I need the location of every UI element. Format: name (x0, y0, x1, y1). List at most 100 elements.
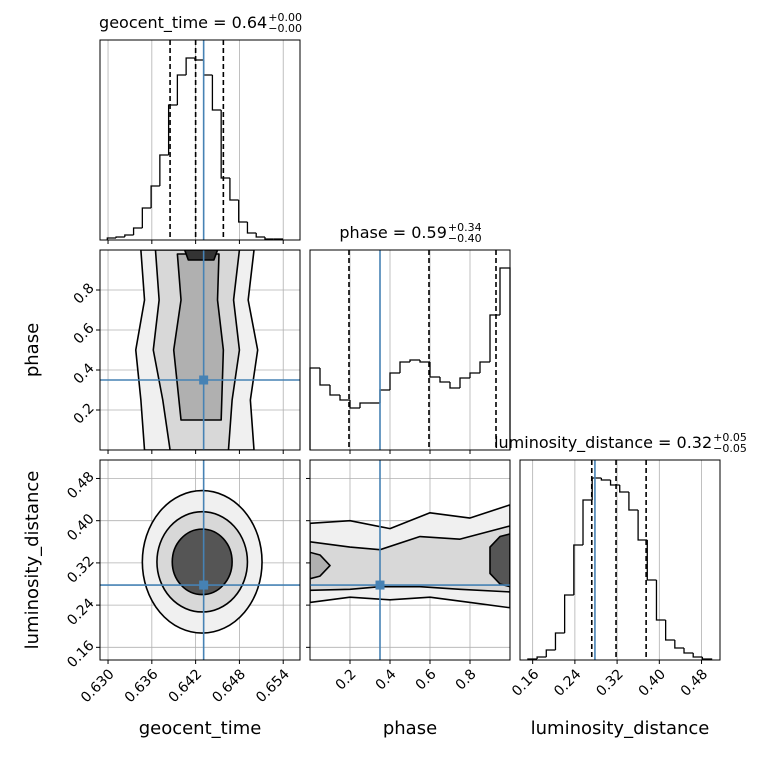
hist-bin (489, 314, 500, 362)
x-tick-label: 0.2 (333, 666, 360, 693)
x-tick-label: 0.40 (636, 666, 669, 699)
hist-bin (646, 540, 657, 581)
hist-bin (449, 382, 460, 389)
hist-bin (637, 510, 648, 541)
hist-bin (329, 385, 340, 396)
hist-bin (545, 649, 556, 657)
x-tick-label: 0.6 (413, 666, 440, 693)
hist-bin (692, 653, 703, 658)
hist-bin (683, 648, 694, 654)
panel-title: geocent_time = 0.64 (99, 13, 267, 33)
hist-bin (159, 154, 169, 186)
panel-frame (99, 249, 301, 451)
x-tick-label: 0.24 (551, 666, 584, 699)
x-axis-label: geocent_time (139, 718, 262, 739)
hist-bin (309, 367, 320, 450)
y-axis-label: phase (22, 323, 43, 377)
panel: 0.630 0.636 0.642 0.648 0.654 0.16 0.24 0.32 0.4… (22, 459, 301, 739)
x-axis-label: phase (383, 718, 437, 739)
hist-bin (655, 580, 666, 621)
hist-bin (167, 104, 178, 155)
hist-bin (563, 594, 574, 633)
x-tick-label: 0.642 (166, 666, 206, 706)
x-tick-label: 0.32 (593, 666, 626, 699)
hist-bin (238, 200, 248, 223)
hist-bin (479, 361, 490, 373)
hist-bin (185, 57, 195, 75)
hist-bin (600, 478, 611, 481)
title-lower: −0.05 (713, 442, 747, 455)
hist-bin (115, 236, 125, 238)
panel: 0.2 0.4 0.6 0.8 phase (306, 459, 511, 739)
contour (489, 533, 510, 588)
hist-bin (664, 620, 675, 641)
hist-bin (349, 400, 360, 409)
panel-frame (309, 249, 511, 451)
panel: 0.16 0.24 0.32 0.40 0.48 luminosity_distance l… (494, 431, 747, 739)
hist-bin (379, 389, 390, 403)
x-tick-label: 0.630 (78, 666, 118, 706)
contours (310, 504, 510, 609)
y-tick-label: 0.24 (64, 595, 97, 628)
hist-bin (499, 267, 511, 450)
panel-title: phase = 0.59 (339, 223, 446, 242)
hist-bin (124, 234, 134, 237)
contour (171, 528, 233, 596)
y-tick-label: 0.4 (71, 360, 98, 387)
hist-bin (319, 368, 330, 386)
y-tick-label: 0.2 (71, 400, 98, 427)
title-lower: −0.00 (268, 22, 302, 35)
truth-marker (375, 580, 385, 590)
hist-bin (609, 480, 620, 486)
x-axis-label: luminosity_distance (531, 718, 710, 739)
hist-bin (132, 227, 143, 235)
hist-bin (106, 237, 117, 240)
hist-bin (220, 110, 230, 179)
title-upper: +0.34 (448, 221, 482, 234)
hist-bin (419, 360, 430, 363)
panel-frame (309, 459, 511, 661)
contour (172, 253, 225, 421)
x-tick-label: 0.16 (509, 666, 542, 699)
contour (183, 250, 219, 261)
x-tick-label: 0.4 (373, 666, 400, 693)
hist-bin (459, 377, 470, 388)
y-tick-label: 0.8 (71, 280, 98, 307)
y-axis-label: luminosity_distance (22, 471, 43, 650)
hist-bin (429, 362, 440, 378)
hist-bin (203, 60, 213, 76)
hist-bin (628, 492, 639, 511)
hist-bin (389, 372, 400, 390)
x-tick-label: 0.636 (122, 666, 162, 706)
panel-title: luminosity_distance = 0.32 (494, 433, 712, 453)
x-tick-label: 0.48 (678, 666, 711, 699)
hist-bin (674, 640, 685, 649)
hist-bin (399, 361, 410, 373)
hist-bin (591, 477, 602, 500)
y-tick-label: 0.6 (71, 320, 98, 347)
truth-marker (199, 580, 209, 590)
hist-bin (536, 656, 547, 659)
panel: 0.2 0.4 0.6 0.8 phase (22, 249, 301, 454)
title-upper: +0.05 (713, 431, 747, 444)
title-lower: −0.40 (448, 232, 482, 245)
panel-frame (99, 459, 301, 661)
contours (141, 489, 263, 634)
y-tick-label: 0.32 (64, 553, 97, 586)
panel: phase = 0.59 +0.34−0.40 (309, 221, 511, 454)
hist-bin (339, 395, 350, 401)
contours (134, 250, 259, 450)
hist-bin (359, 402, 370, 408)
hist-bin (150, 185, 160, 208)
y-tick-label: 0.16 (64, 638, 97, 671)
hist-bin (409, 359, 420, 362)
hist-bin (439, 377, 450, 383)
contour (310, 551, 331, 580)
y-tick-label: 0.40 (64, 511, 97, 544)
hist-bin (141, 207, 152, 228)
hist-bin (176, 74, 187, 105)
x-tick-label: 0.648 (209, 666, 249, 706)
hist-bin (619, 485, 629, 493)
hist-bin (573, 544, 584, 595)
